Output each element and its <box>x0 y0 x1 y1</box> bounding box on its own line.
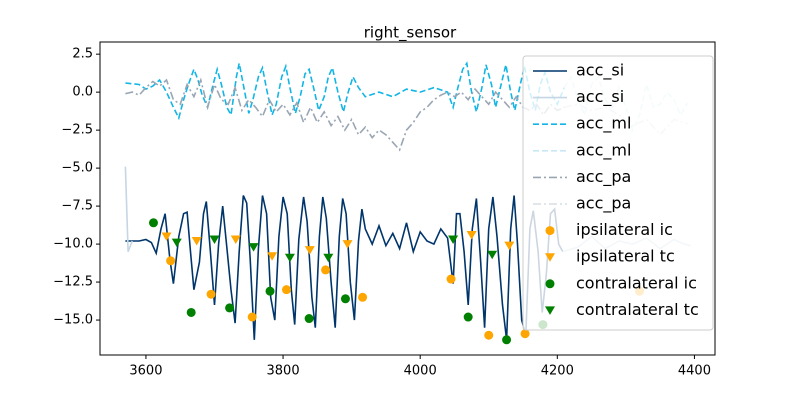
marker <box>323 253 334 263</box>
legend-label: acc_pa <box>576 194 631 214</box>
marker <box>487 250 498 260</box>
marker <box>230 235 241 245</box>
marker <box>321 265 331 275</box>
marker <box>225 303 235 313</box>
marker <box>545 306 555 315</box>
marker <box>545 279 555 289</box>
x-tick-label: 3600 <box>129 364 162 379</box>
axes-frame <box>99 41 716 356</box>
x-tick-label: 4400 <box>678 364 711 379</box>
marker <box>166 256 176 266</box>
marker <box>545 226 555 236</box>
y-tick-label: −7.5 <box>61 199 93 214</box>
marker <box>209 235 220 245</box>
series-line <box>125 77 565 152</box>
marker <box>466 230 477 240</box>
marker <box>171 238 182 248</box>
marker <box>267 252 278 261</box>
legend-label: contralateral ic <box>576 273 697 292</box>
marker <box>545 253 555 262</box>
x-tick-label: 3800 <box>267 364 300 379</box>
marker <box>304 246 315 255</box>
legend-label: contralateral tc <box>576 300 699 319</box>
marker <box>186 307 196 317</box>
marker <box>504 241 515 251</box>
marker <box>502 335 512 345</box>
y-tick-label: −2.5 <box>61 123 93 138</box>
chart-title: right_sensor <box>364 24 457 43</box>
marker <box>520 329 530 339</box>
y-tick-label: −5.0 <box>61 161 93 176</box>
x-tick-label: 4000 <box>404 364 437 379</box>
y-tick-label: −10.0 <box>53 237 93 252</box>
legend-label: acc_ml <box>576 114 631 134</box>
marker <box>340 294 350 304</box>
legend-label: ipsilateral tc <box>576 247 675 266</box>
marker <box>463 312 473 322</box>
marker <box>265 286 275 296</box>
y-tick-label: 0.0 <box>72 85 93 100</box>
legend-label: acc_pa <box>576 167 631 187</box>
legend: acc_si acc_si acc_ml acc_ml acc_pa acc_paipsi… <box>522 55 714 331</box>
legend-box <box>522 55 714 331</box>
y-tick-label: −12.5 <box>53 275 93 290</box>
y-tick-label: −15.0 <box>53 313 93 328</box>
marker <box>304 314 314 324</box>
marker <box>448 235 459 245</box>
marker <box>281 285 291 295</box>
legend-label: acc_ml <box>576 140 631 160</box>
marker <box>161 232 172 241</box>
marker <box>358 292 368 302</box>
legend-label: ipsilateral ic <box>576 220 673 239</box>
marker <box>206 289 216 299</box>
marker <box>446 274 456 284</box>
marker <box>342 240 353 249</box>
legend-label: acc_si <box>576 87 624 107</box>
marker <box>247 312 257 322</box>
marker <box>284 253 295 263</box>
x-tick-label: 4200 <box>541 364 574 379</box>
marker <box>248 243 259 252</box>
series-line <box>125 195 564 340</box>
y-tick-label: 2.5 <box>72 47 93 62</box>
marker <box>191 237 202 246</box>
marker <box>484 330 494 340</box>
marker <box>148 218 158 228</box>
legend-label: acc_si <box>576 61 624 81</box>
